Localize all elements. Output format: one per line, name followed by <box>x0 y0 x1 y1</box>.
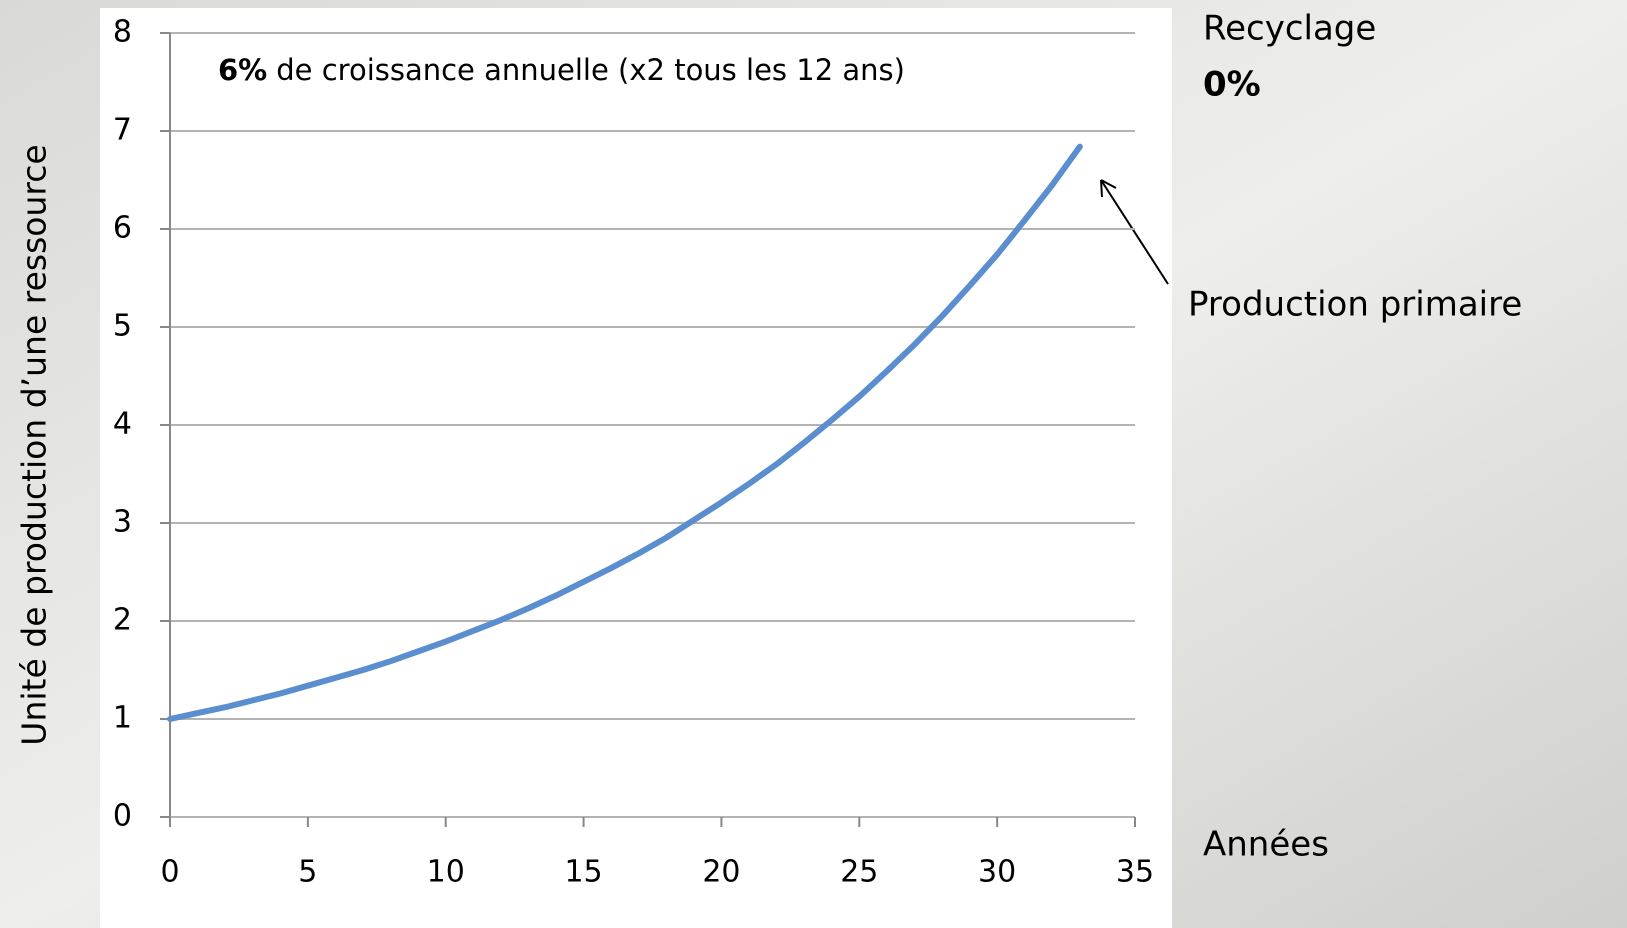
annotation: 6% de croissance annuelle (x2 tous les 12… <box>218 53 905 87</box>
x-tick-label: 0 <box>160 855 179 890</box>
series-line <box>167 143 1083 722</box>
x-tick-label: 20 <box>702 855 740 890</box>
y-tick-label: 0 <box>113 799 132 834</box>
annotation-bold: 6% <box>218 53 267 87</box>
y-tick-label: 1 <box>113 701 132 736</box>
x-tick-label: 35 <box>1116 855 1154 890</box>
y-tick-label: 8 <box>113 15 132 50</box>
series-label: Production primaire <box>1188 285 1522 325</box>
annotation-text: de croissance annuelle (x2 tous les 12 a… <box>276 53 905 87</box>
x-tick-label: 5 <box>298 855 317 890</box>
y-tick-label: 5 <box>113 309 132 344</box>
arrow-line <box>1100 179 1169 285</box>
y-tick-label: 3 <box>113 505 132 540</box>
plot-panel <box>100 8 1172 928</box>
side-value: 0% <box>1203 65 1261 105</box>
y-tick-label: 6 <box>113 211 132 246</box>
x-tick-label: 15 <box>564 855 602 890</box>
y-axis-label: Unité de production d’une ressource <box>15 144 54 745</box>
x-axis-label: Années <box>1203 825 1329 865</box>
y-tick-label: 7 <box>113 113 132 148</box>
y-tick-label: 4 <box>113 407 132 442</box>
y-tick-label: 2 <box>113 603 132 638</box>
x-tick-label: 30 <box>978 855 1016 890</box>
arrow-head <box>1100 179 1117 198</box>
x-tick-label: 10 <box>427 855 465 890</box>
x-tick-label: 25 <box>840 855 878 890</box>
side-title: Recyclage <box>1203 9 1376 49</box>
arrow <box>1100 179 1169 285</box>
